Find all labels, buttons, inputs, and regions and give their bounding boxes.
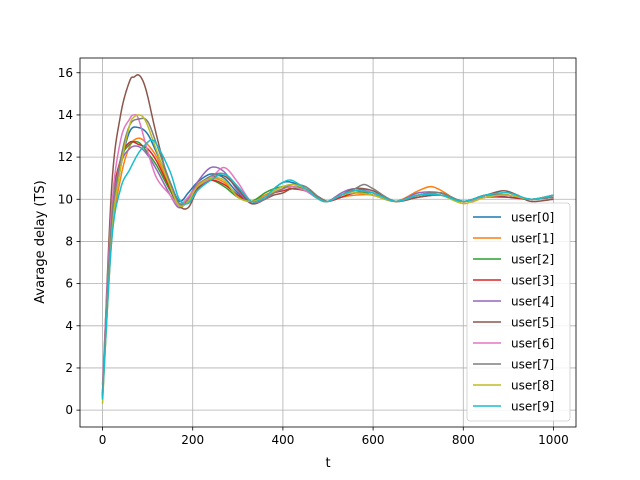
x-tick-label: 800 [452,433,475,447]
series-lines [101,73,554,404]
y-axis-label: Avarage delay (TS) [33,180,48,303]
y-tick-label: 0 [65,403,73,417]
legend-label: user[8] [511,379,554,393]
series-line-9 [101,139,554,400]
legend-label: user[5] [511,316,554,330]
y-tick-label: 16 [58,66,73,80]
legend-label: user[9] [511,400,554,414]
x-tick-label: 600 [362,433,385,447]
plot-frame [79,57,577,428]
x-tick-label: 0 [99,433,107,447]
y-tick-label: 8 [65,234,73,248]
x-tick-label: 400 [271,433,294,447]
legend-label: user[6] [511,337,554,351]
legend-label: user[3] [511,274,554,288]
y-tick-label: 4 [65,319,73,333]
legend-label: user[7] [511,358,554,372]
axis-ticks: 0 200 400 600 800 1000 0 2 4 6 8 10 12 14 16 [58,66,569,447]
legend-label: user[2] [511,253,554,267]
y-tick-label: 14 [58,108,73,122]
y-tick-label: 6 [65,277,73,291]
legend-label: user[0] [511,211,554,225]
legend-label: user[4] [511,295,554,309]
legend: user[0] user[1] user[2] user[3] user[4] user[… [466,202,571,422]
x-tick-label: 200 [181,433,204,447]
y-tick-label: 12 [58,150,73,164]
y-tick-label: 2 [65,361,73,375]
x-tick-label: 1000 [538,433,569,447]
legend-label: user[1] [511,232,554,246]
x-axis-label: t [325,456,330,471]
y-tick-label: 10 [58,192,73,206]
legend-box [466,202,571,422]
